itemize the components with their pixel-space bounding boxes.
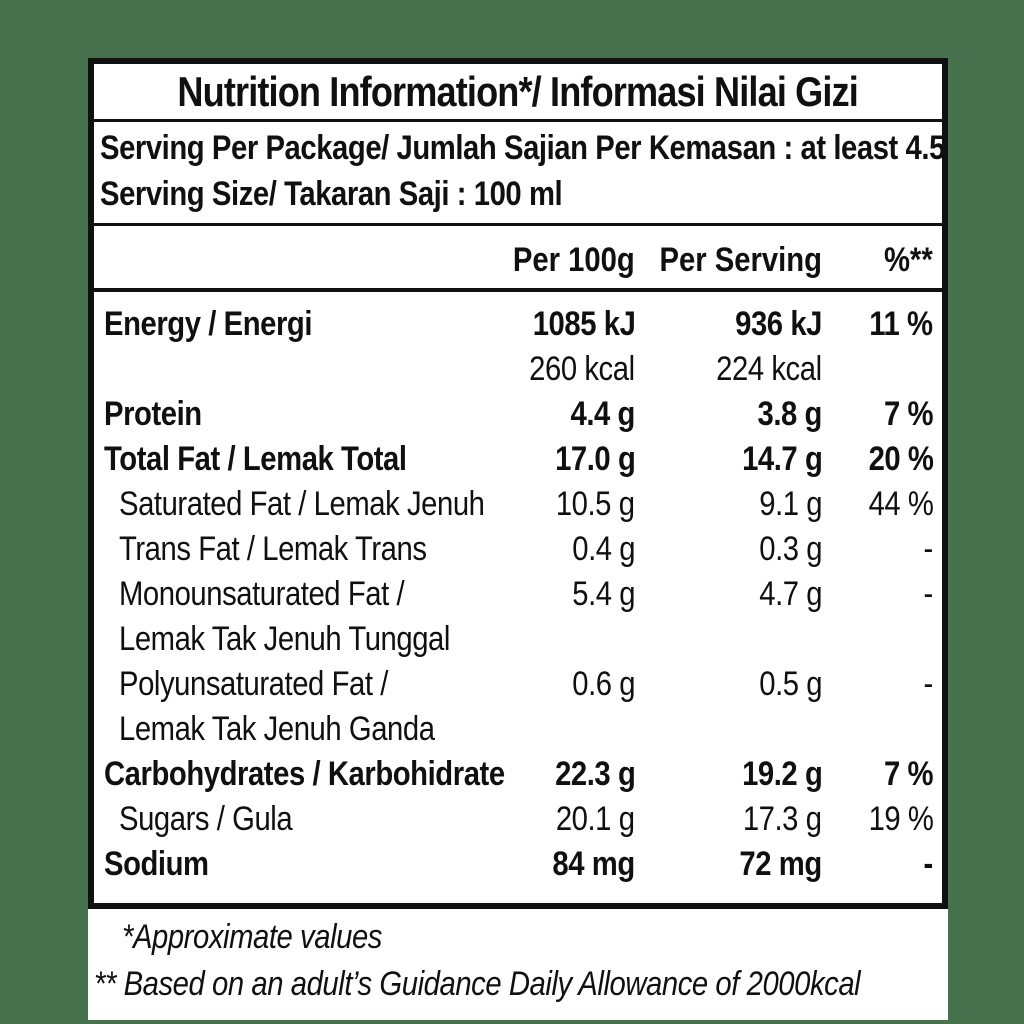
column-header-per-serving: Per Serving [659,241,822,279]
table-row: Protein 4.4 g 3.8 g 7 % [94,392,942,437]
row-value-percent: - [923,665,934,703]
row-value-per-serving: 224 kcal [716,350,823,388]
row-value-percent: 20 % [868,440,933,478]
row-value-per-100g: 260 kcal [529,350,636,388]
table-row: Sugars / Gula 20.1 g 17.3 g 19 % [94,797,942,842]
row-value-per-serving: 14.7 g [741,440,823,478]
row-value-per-serving: 17.3 g [743,800,822,838]
footnote-gda-text: ** Based on an adult’s Guidance Daily Al… [94,965,861,1003]
row-value-per-serving: 9.1 g [759,485,822,523]
row-value-per-serving: 936 kJ [735,305,822,343]
row-value-percent: 7 % [883,755,934,793]
table-row: Energy / Energi 1085 kJ 936 kJ 11 % [94,302,942,347]
row-value-per-100g: 84 mg [552,845,636,883]
footnotes: *Approximate values ** Based on an adult… [88,909,948,1020]
row-value-percent: - [923,575,934,613]
serving-info: Serving Per Package/ Jumlah Sajian Per K… [94,122,945,226]
nutrition-label: Nutrition Information*/ Informasi Nilai … [88,58,948,1020]
row-label: Sodium [104,845,209,883]
table-row: Sodium 84 mg 72 mg - [94,842,942,887]
column-header-row: Per 100g Per Serving %** [94,226,942,292]
table-row: Lemak Tak Jenuh Tunggal [94,617,942,662]
row-label: Sugars / Gula [119,800,293,838]
row-label: Carbohydrates / Karbohidrate [104,755,505,793]
nutrition-title-row: Nutrition Information*/ Informasi Nilai … [94,64,942,122]
row-label: Total Fat / Lemak Total [104,440,407,478]
table-row: Carbohydrates / Karbohidrate 22.3 g 19.2 g… [94,752,942,797]
table-row: Total Fat / Lemak Total 17.0 g 14.7 g 20 % [94,437,942,482]
row-label: Monounsaturated Fat / [119,575,405,613]
footnote-gda: ** Based on an adult’s Guidance Daily Al… [88,961,948,1008]
table-row: Trans Fat / Lemak Trans 0.4 g 0.3 g - [94,527,942,572]
row-label: Polyunsaturated Fat / [119,665,388,703]
row-value-percent: - [923,530,934,568]
row-value-per-100g: 1085 kJ [532,305,635,343]
serving-per-package: Serving Per Package/ Jumlah Sajian Per K… [100,125,945,171]
table-row: 260 kcal 224 kcal [94,347,942,392]
footnote-approximate: *Approximate values [88,914,948,961]
nutrition-table: Nutrition Information*/ Informasi Nilai … [88,58,948,909]
table-body: Energy / Energi 1085 kJ 936 kJ 11 % 260 kcal… [94,292,942,903]
row-value-percent: 44 % [868,485,933,523]
row-value-percent: 19 % [868,800,933,838]
row-label: Lemak Tak Jenuh Ganda [119,710,435,748]
footnote-approximate-text: *Approximate values [122,918,383,956]
row-label: Saturated Fat / Lemak Jenuh [119,485,485,523]
table-row: Monounsaturated Fat / 5.4 g 4.7 g - [94,572,942,617]
row-value-per-serving: 0.5 g [759,665,822,703]
row-value-per-100g: 22.3 g [554,755,636,793]
row-value-per-serving: 19.2 g [741,755,823,793]
row-label: Energy / Energi [104,305,313,343]
table-row: Saturated Fat / Lemak Jenuh 10.5 g 9.1 g 44… [94,482,942,527]
row-value-per-100g: 10.5 g [556,485,635,523]
row-value-per-100g: 0.4 g [572,530,635,568]
row-value-per-serving: 0.3 g [759,530,822,568]
row-value-per-100g: 5.4 g [572,575,635,613]
nutrition-title: Nutrition Information*/ Informasi Nilai … [177,67,859,115]
row-value-per-100g: 20.1 g [556,800,635,838]
row-value-percent: 11 % [869,305,934,343]
row-label: Lemak Tak Jenuh Tunggal [119,620,450,658]
row-value-percent: - [923,845,934,883]
column-header-per-100g: Per 100g [513,241,635,279]
table-row: Polyunsaturated Fat / 0.6 g 0.5 g - [94,662,942,707]
row-value-per-100g: 17.0 g [554,440,636,478]
row-value-per-serving: 4.7 g [759,575,822,613]
row-value-per-100g: 0.6 g [572,665,635,703]
row-value-per-100g: 4.4 g [570,395,636,433]
column-header-percent: %** [884,241,933,279]
row-label: Trans Fat / Lemak Trans [119,530,427,568]
serving-size: Serving Size/ Takaran Saji : 100 ml [100,171,942,217]
row-value-per-serving: 72 mg [739,845,823,883]
row-value-percent: 7 % [883,395,934,433]
table-row: Lemak Tak Jenuh Ganda [94,707,942,752]
serving-per-package-text: Serving Per Package/ Jumlah Sajian Per K… [100,129,945,167]
row-value-per-serving: 3.8 g [757,395,823,433]
serving-size-text: Serving Size/ Takaran Saji : 100 ml [100,175,563,213]
row-label: Protein [104,395,202,433]
